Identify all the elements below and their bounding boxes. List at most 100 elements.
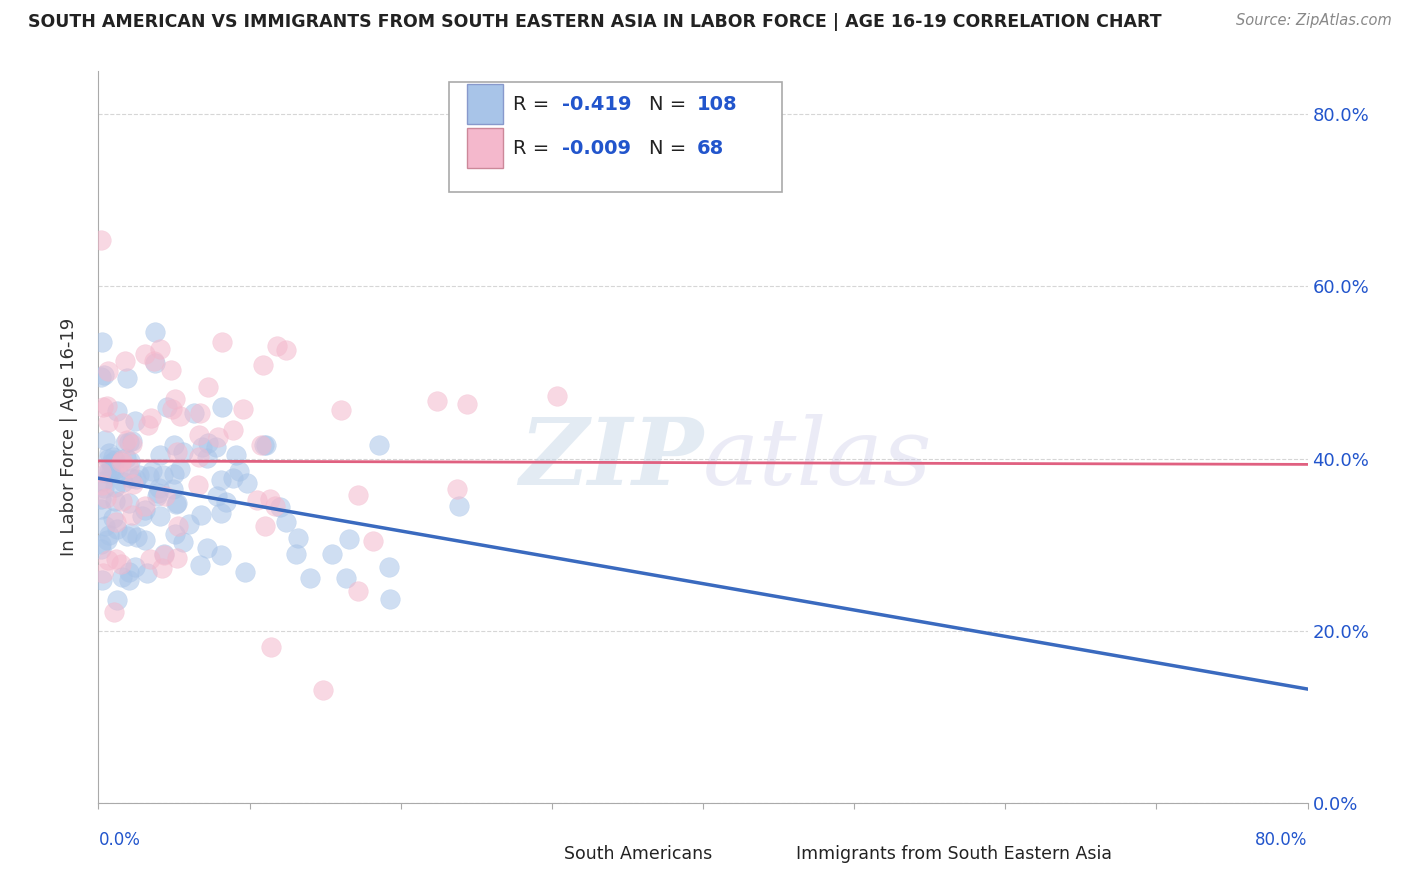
Point — [139, 552, 162, 566]
Point — [426, 394, 449, 409]
Point — [253, 519, 276, 533]
Point — [125, 472, 148, 486]
Point — [117, 435, 139, 450]
Point — [209, 548, 232, 562]
Point — [128, 467, 150, 482]
Point — [274, 516, 297, 530]
Point — [90, 492, 112, 507]
Point — [114, 354, 136, 368]
Point — [236, 475, 259, 490]
Point — [90, 233, 112, 247]
Point — [330, 402, 353, 417]
Point — [93, 368, 115, 383]
Point — [104, 480, 127, 494]
Point — [169, 462, 191, 476]
Point — [447, 499, 470, 513]
Point — [233, 565, 256, 579]
Point — [204, 440, 226, 454]
Point — [363, 534, 385, 549]
Text: 68: 68 — [697, 138, 724, 158]
Point — [195, 450, 218, 465]
Point — [163, 438, 186, 452]
Point — [321, 547, 343, 561]
Point — [225, 448, 247, 462]
Point — [335, 571, 357, 585]
Point — [90, 541, 112, 556]
Point — [118, 496, 141, 510]
Point — [188, 405, 211, 419]
Point — [98, 445, 121, 459]
Text: R =: R = — [513, 95, 555, 114]
Point — [191, 440, 214, 454]
Point — [97, 528, 120, 542]
Point — [118, 454, 141, 468]
Point — [197, 435, 219, 450]
Point — [100, 466, 122, 480]
Point — [148, 481, 170, 495]
FancyBboxPatch shape — [449, 82, 782, 192]
Point — [96, 533, 118, 547]
Point — [177, 516, 200, 531]
Point — [115, 528, 138, 542]
Point — [252, 358, 274, 372]
Point — [90, 477, 112, 491]
Point — [138, 468, 160, 483]
Point — [190, 508, 212, 522]
Text: Immigrants from South Eastern Asia: Immigrants from South Eastern Asia — [796, 845, 1112, 863]
Point — [120, 526, 142, 541]
Point — [91, 574, 114, 588]
Point — [166, 518, 188, 533]
Point — [118, 573, 141, 587]
Point — [260, 640, 283, 654]
Point — [456, 397, 478, 411]
Point — [249, 438, 271, 452]
Point — [259, 492, 281, 507]
Y-axis label: In Labor Force | Age 16-19: In Labor Force | Age 16-19 — [59, 318, 77, 557]
Point — [111, 493, 134, 508]
Point — [254, 438, 277, 452]
Point — [124, 415, 146, 429]
Point — [97, 451, 120, 466]
Point — [149, 509, 172, 524]
Point — [90, 466, 112, 480]
Point — [166, 550, 188, 565]
Point — [266, 339, 288, 353]
Point — [165, 498, 187, 512]
Point — [222, 423, 245, 437]
Point — [207, 489, 229, 503]
Point — [211, 334, 233, 349]
Point — [209, 473, 232, 487]
Text: atlas: atlas — [703, 414, 932, 504]
Point — [101, 511, 124, 525]
Point — [228, 464, 250, 478]
Point — [146, 489, 169, 503]
Point — [197, 380, 219, 394]
Point — [93, 474, 115, 488]
Point — [165, 392, 187, 406]
Point — [172, 445, 194, 459]
Point — [187, 478, 209, 492]
Point — [188, 428, 211, 442]
Point — [246, 493, 269, 508]
Point — [285, 547, 308, 561]
Point — [121, 434, 143, 448]
Point — [94, 434, 117, 448]
Point — [141, 464, 163, 478]
Text: Source: ZipAtlas.com: Source: ZipAtlas.com — [1236, 13, 1392, 29]
Point — [134, 533, 156, 548]
FancyBboxPatch shape — [467, 84, 503, 124]
Point — [253, 438, 276, 452]
Point — [122, 476, 145, 491]
Point — [117, 565, 139, 579]
Point — [166, 444, 188, 458]
Text: South Americans: South Americans — [564, 845, 713, 863]
Point — [90, 502, 112, 516]
Point — [156, 400, 179, 414]
Point — [347, 583, 370, 598]
Point — [160, 363, 183, 377]
Point — [187, 450, 209, 464]
Point — [94, 519, 117, 533]
Point — [139, 410, 162, 425]
Point — [96, 400, 118, 414]
Text: N =: N = — [648, 138, 692, 158]
